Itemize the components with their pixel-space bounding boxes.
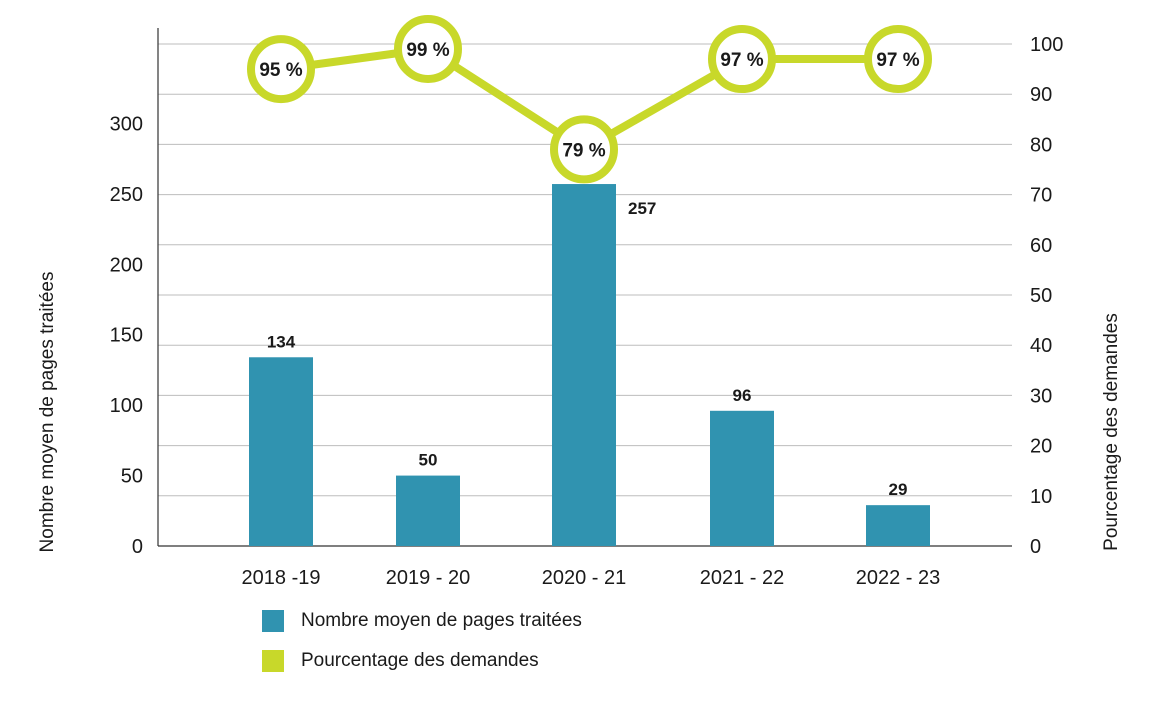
- legend-swatch-line: [262, 650, 284, 672]
- y-left-axis-title: Nombre moyen de pages traitées: [37, 272, 58, 553]
- combo-chart: 0 50 100 150 200 250 300 0 10 20 30 40 50 60 70 80 90 100…: [37, 15, 1122, 589]
- legend-label-line: Pourcentage des demandes: [301, 650, 539, 671]
- chart-legend: Nombre moyen de pages traitées Pourcenta…: [262, 610, 582, 690]
- bar: [249, 357, 313, 546]
- y-right-axis-title: Pourcentage des demandes: [1101, 313, 1122, 551]
- bar: [552, 184, 616, 546]
- line-marker: [550, 115, 618, 184]
- line-value-label: 97 %: [720, 50, 763, 71]
- x-tick-label: 2021 - 22: [700, 567, 785, 589]
- bar-value-label: 257: [628, 199, 656, 218]
- bar-value-label: 96: [733, 386, 752, 405]
- y-left-tick-label: 200: [110, 254, 143, 276]
- y-left-tick-label: 300: [110, 113, 143, 135]
- line-value-label: 95 %: [259, 60, 302, 81]
- y-right-tick-label: 90: [1030, 84, 1052, 106]
- line-marker: [864, 25, 932, 94]
- y-right-tick-label: 70: [1030, 185, 1052, 207]
- y-right-tick-label: 50: [1030, 285, 1052, 307]
- y-left-tick-label: 50: [121, 466, 143, 488]
- line-value-label: 79 %: [562, 140, 605, 161]
- line-marker: [394, 15, 462, 84]
- bar: [396, 475, 460, 546]
- y-left-tick-label: 100: [110, 395, 143, 417]
- y-right-tick-label: 10: [1030, 486, 1052, 508]
- y-right-tick-label: 0: [1030, 536, 1041, 558]
- line-value-label: 97 %: [876, 50, 919, 71]
- y-left-tick-label: 0: [132, 536, 143, 558]
- y-right-tick-label: 40: [1030, 335, 1052, 357]
- line-marker: [708, 25, 776, 94]
- legend-item-bars: Nombre moyen de pages traitées: [262, 610, 582, 632]
- y-right-tick-label: 80: [1030, 134, 1052, 156]
- x-tick-label: 2018 -19: [242, 567, 321, 589]
- y-right-tick-label: 100: [1030, 34, 1063, 56]
- x-tick-label: 2020 - 21: [542, 567, 627, 589]
- bar-value-label: 50: [419, 451, 438, 470]
- line-marker: [247, 35, 315, 104]
- bar: [866, 505, 930, 546]
- y-left-tick-label: 250: [110, 184, 143, 206]
- legend-label-bars: Nombre moyen de pages traitées: [301, 610, 582, 631]
- bar-value-label: 134: [267, 332, 296, 351]
- bar: [710, 410, 774, 546]
- x-tick-label: 2019 - 20: [386, 567, 471, 589]
- y-left-tick-label: 150: [110, 325, 143, 347]
- y-right-tick-label: 30: [1030, 385, 1052, 407]
- y-right-tick-label: 20: [1030, 436, 1052, 458]
- bar-value-label: 29: [889, 480, 908, 499]
- legend-swatch-bars: [262, 610, 284, 632]
- legend-item-line: Pourcentage des demandes: [262, 650, 582, 672]
- line-value-label: 99 %: [406, 40, 449, 61]
- x-tick-label: 2022 - 23: [856, 567, 941, 589]
- y-right-tick-label: 60: [1030, 235, 1052, 257]
